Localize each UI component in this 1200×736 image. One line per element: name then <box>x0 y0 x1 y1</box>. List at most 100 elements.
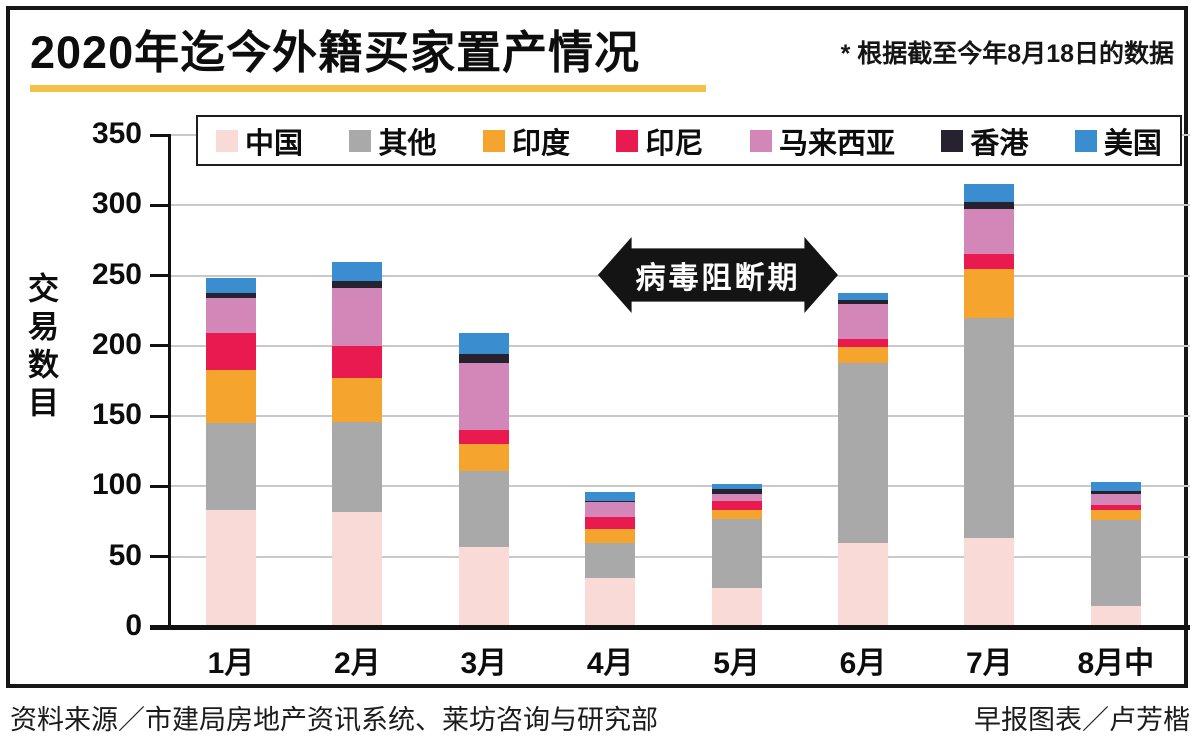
x-label-1月: 1月 <box>207 647 255 680</box>
y-tick-100 <box>150 484 171 488</box>
bar-3月 <box>458 333 509 627</box>
segment-香港-7月 <box>964 202 1015 210</box>
segment-香港-5月 <box>711 489 762 494</box>
segment-印度-7月 <box>964 268 1015 318</box>
legend-item-中国: 中国 <box>216 120 303 162</box>
legend-swatch-icon <box>1074 129 1097 152</box>
y-tick-300 <box>150 203 171 207</box>
legend-item-美国: 美国 <box>1074 120 1162 162</box>
legend: 中国 其他 印度 印尼 马来西亚 香港 美国 <box>196 115 1182 166</box>
segment-美国-4月 <box>585 492 636 501</box>
y-axis-line <box>168 135 171 627</box>
segment-中国-4月 <box>585 577 636 627</box>
segment-马来西亚-6月 <box>838 303 888 339</box>
segment-其他-1月 <box>206 423 256 511</box>
legend-swatch-icon <box>482 129 505 152</box>
legend-label: 马来西亚 <box>778 127 895 160</box>
page-title: 2020年迄今外籍买家置产情况 <box>30 27 641 78</box>
legend-label: 印尼 <box>645 127 704 160</box>
y-tick-350 <box>150 133 171 137</box>
segment-马来西亚-5月 <box>711 493 762 501</box>
y-tick-150 <box>150 414 171 418</box>
segment-其他-5月 <box>711 518 762 588</box>
segment-印度-8月中 <box>1090 510 1141 521</box>
bar-8月中 <box>1090 482 1141 627</box>
legend-item-印尼: 印尼 <box>616 120 703 162</box>
bar-2月 <box>332 261 383 627</box>
segment-美国-7月 <box>964 184 1015 203</box>
segment-中国-3月 <box>458 546 509 627</box>
segment-印尼-5月 <box>711 500 762 511</box>
segment-香港-6月 <box>838 299 888 304</box>
bar-5月 <box>711 483 762 627</box>
segment-印尼-1月 <box>206 333 256 370</box>
segment-印尼-8月中 <box>1090 504 1141 511</box>
segment-香港-2月 <box>332 281 383 289</box>
legend-item-印度: 印度 <box>482 120 570 162</box>
y-tick-label-300: 300 <box>91 187 142 221</box>
y-tick-label-0: 0 <box>125 609 142 642</box>
legend-swatch-icon <box>616 129 639 152</box>
y-axis-title: 交易数目 <box>23 272 58 424</box>
segment-马来西亚-7月 <box>964 209 1015 255</box>
segment-美国-6月 <box>838 292 888 300</box>
segment-中国-7月 <box>964 538 1015 627</box>
segment-中国-2月 <box>332 511 383 627</box>
segment-其他-7月 <box>964 317 1015 539</box>
legend-item-马来西亚: 马来西亚 <box>749 120 895 162</box>
segment-其他-4月 <box>585 542 636 578</box>
segment-美国-1月 <box>206 278 256 293</box>
segment-香港-3月 <box>458 354 509 363</box>
gridline-200 <box>170 344 1190 347</box>
segment-印尼-4月 <box>585 517 636 529</box>
legend-label: 印度 <box>511 127 570 160</box>
data-cutoff-note: * 根据截至今年8月18日的数据 <box>840 40 1174 68</box>
banner-label: 病毒阻断期 <box>635 262 801 295</box>
segment-其他-3月 <box>458 471 509 547</box>
segment-美国-5月 <box>711 483 762 490</box>
segment-美国-8月中 <box>1090 482 1141 491</box>
y-tick-200 <box>150 344 171 348</box>
gridline-50 <box>170 555 1190 558</box>
legend-swatch-icon <box>349 129 372 152</box>
x-label-2月: 2月 <box>334 647 381 680</box>
y-tick-label-150: 150 <box>91 398 142 432</box>
segment-马来西亚-2月 <box>332 288 383 346</box>
legend-swatch-icon <box>749 129 772 152</box>
x-label-6月: 6月 <box>839 647 887 680</box>
segment-印尼-2月 <box>332 345 383 379</box>
bar-6月 <box>838 292 888 627</box>
segment-中国-6月 <box>838 542 888 627</box>
y-tick-label-350: 350 <box>91 117 142 150</box>
plot-area <box>170 134 1190 627</box>
circuit-breaker-banner: 病毒阻断期 <box>598 237 838 313</box>
title-underline <box>30 85 706 92</box>
segment-马来西亚-8月中 <box>1090 493 1141 505</box>
segment-印尼-7月 <box>964 254 1015 269</box>
legend-item-其他: 其他 <box>349 120 437 162</box>
segment-香港-8月中 <box>1090 490 1141 494</box>
legend-label: 其他 <box>378 127 437 160</box>
gridline-150 <box>170 415 1190 418</box>
segment-印度-3月 <box>458 444 509 472</box>
legend-label: 香港 <box>970 127 1029 160</box>
legend-item-香港: 香港 <box>941 120 1028 162</box>
x-label-4月: 4月 <box>586 647 634 680</box>
y-tick-250 <box>150 274 171 278</box>
x-axis-line <box>150 625 1190 630</box>
x-label-7月: 7月 <box>966 647 1013 680</box>
bar-4月 <box>585 492 636 627</box>
legend-swatch-icon <box>216 129 238 152</box>
y-tick-label-100: 100 <box>91 468 142 502</box>
segment-中国-8月中 <box>1090 605 1141 627</box>
segment-印度-2月 <box>332 378 383 422</box>
segment-马来西亚-1月 <box>206 298 256 334</box>
bar-1月 <box>206 278 256 627</box>
segment-香港-4月 <box>585 500 636 502</box>
segment-印度-4月 <box>585 528 636 543</box>
segment-印度-6月 <box>838 347 888 363</box>
y-tick-50 <box>150 555 171 559</box>
legend-label: 中国 <box>245 127 304 160</box>
segment-其他-8月中 <box>1090 520 1141 606</box>
